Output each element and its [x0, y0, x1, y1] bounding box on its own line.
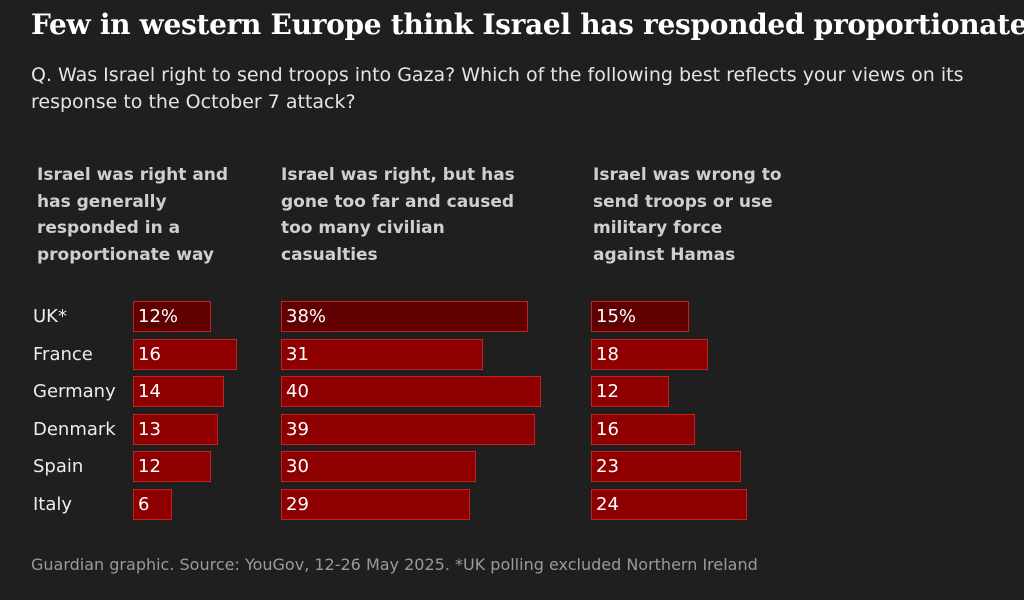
- bar-value-label: 15%: [596, 306, 637, 327]
- bar-value-label: 40: [286, 381, 309, 403]
- bar-series-2: [281, 489, 470, 520]
- bar-series-2: [281, 376, 541, 408]
- bar-value-label: 18: [596, 343, 619, 365]
- bar-value-label: 29: [286, 494, 309, 515]
- bar-value-label: 24: [596, 494, 619, 515]
- bar-series-2: [281, 413, 535, 445]
- category-label: Denmark: [33, 418, 116, 440]
- bar-value-label: 31: [286, 343, 309, 365]
- bar-series-3: [591, 413, 695, 445]
- category-label: UK*: [33, 306, 67, 327]
- bar-series-1: [133, 489, 172, 520]
- bar-series-3: [591, 301, 689, 332]
- bar-series-1: [133, 301, 211, 332]
- bar-series-2: [281, 338, 483, 370]
- category-label: Germany: [33, 381, 116, 403]
- bar-series-1: [133, 376, 224, 408]
- chart-title: Few in western Europe think Israel has r…: [31, 8, 1024, 41]
- bar-value-label: 30: [286, 456, 309, 478]
- bar-series-1: [133, 413, 218, 445]
- bar-series-1: [133, 451, 211, 483]
- bar-value-label: 16: [596, 418, 619, 440]
- bar-series-3: [591, 489, 747, 520]
- bar-value-label: 13: [138, 418, 161, 440]
- bar-value-label: 23: [596, 456, 619, 478]
- bar-series-2: [281, 301, 528, 332]
- bar-series-2: [281, 451, 476, 483]
- bar-series-3: [591, 451, 741, 483]
- bar-value-label: 12%: [138, 306, 179, 327]
- panel-header-1: Israel was right and has generally respo…: [37, 165, 229, 265]
- category-label: Spain: [33, 456, 84, 478]
- bar-value-label: 12: [596, 381, 619, 403]
- bar-value-label: 12: [138, 456, 161, 478]
- chart-subtitle: Q. Was Israel right to send troops into …: [31, 64, 964, 113]
- bar-value-label: 16: [138, 343, 161, 365]
- bar-value-label: 38%: [286, 306, 327, 327]
- category-label: France: [33, 343, 93, 365]
- bar-series-1: [133, 338, 237, 370]
- panel-header-2: Israel was right, but has gone too far a…: [281, 165, 515, 265]
- bar-series-3: [591, 376, 669, 408]
- bar-value-label: 14: [138, 381, 161, 403]
- source-note: Guardian graphic. Source: YouGov, 12-26 …: [31, 555, 758, 574]
- panel-header-3: Israel was wrong to send troops or use m…: [593, 165, 782, 265]
- category-label: Italy: [33, 494, 73, 515]
- bar-series-3: [591, 338, 708, 370]
- bar-value-label: 6: [138, 494, 150, 515]
- bar-value-label: 39: [286, 418, 309, 440]
